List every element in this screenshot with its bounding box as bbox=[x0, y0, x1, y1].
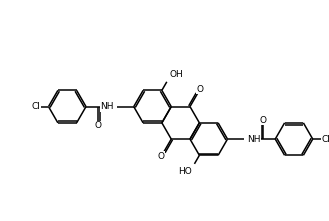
Text: OH: OH bbox=[170, 70, 184, 79]
Text: NH: NH bbox=[247, 135, 261, 144]
Text: Cl: Cl bbox=[31, 102, 40, 111]
Text: O: O bbox=[196, 85, 203, 94]
Text: Cl: Cl bbox=[321, 135, 329, 144]
Text: HO: HO bbox=[178, 167, 191, 176]
Text: O: O bbox=[158, 152, 165, 161]
Text: O: O bbox=[95, 121, 102, 130]
Text: NH: NH bbox=[100, 102, 114, 111]
Text: O: O bbox=[260, 116, 266, 125]
